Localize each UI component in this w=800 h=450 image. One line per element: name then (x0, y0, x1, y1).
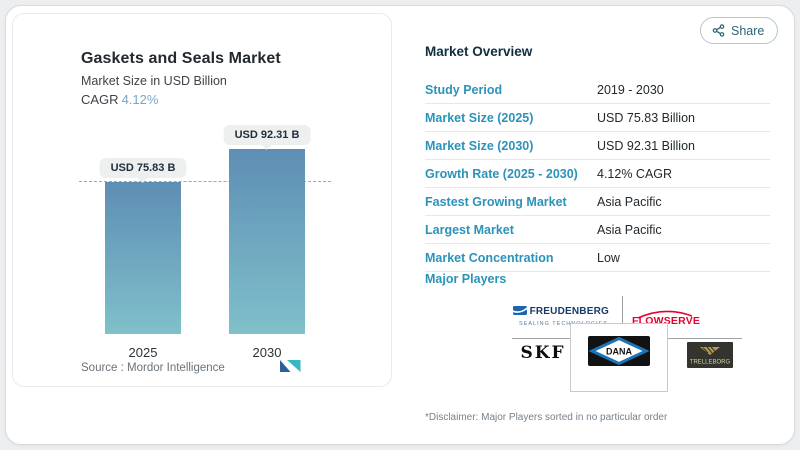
dana-logo-box: DANA (570, 323, 668, 392)
major-players-label: Major Players (425, 272, 507, 286)
table-row: Growth Rate (2025 - 2030) 4.12% CAGR (425, 160, 770, 188)
bar-group-2025: USD 75.83 B 2025 (99, 148, 187, 360)
table-row: Market Size (2025) USD 75.83 Billion (425, 104, 770, 132)
disclaimer-text: *Disclaimer: Major Players sorted in no … (425, 412, 668, 423)
chart-title: Gaskets and Seals Market (81, 50, 281, 67)
bar-chart: USD 75.83 B 2025 USD 92.31 B 2030 (79, 125, 331, 360)
x-axis-label-2030: 2030 (252, 345, 282, 360)
table-row: Study Period 2019 - 2030 (425, 76, 770, 104)
dana-logo: DANA (588, 336, 650, 371)
skf-logo: SKF (520, 343, 566, 363)
players-vertical-divider (622, 296, 623, 338)
svg-text:DANA: DANA (606, 347, 632, 357)
overview-title: Market Overview (425, 44, 533, 59)
trelleborg-logo: TRELLEBORG (682, 342, 738, 368)
table-row: Market Size (2030) USD 92.31 Billion (425, 132, 770, 160)
table-row: Largest Market Asia Pacific (425, 216, 770, 244)
row-value: Asia Pacific (597, 194, 662, 209)
share-icon (712, 24, 725, 37)
chart-subtitle: Market Size in USD Billion (81, 74, 227, 88)
chart-cagr: CAGR 4.12% (81, 92, 158, 107)
row-value: Low (597, 250, 620, 265)
row-value: USD 75.83 Billion (597, 110, 695, 125)
freudenberg-icon (512, 302, 527, 320)
source-row: Source : Mordor Intelligence (81, 357, 303, 379)
cagr-label: CAGR (81, 92, 119, 107)
table-row: Market Concentration Low (425, 244, 770, 272)
cagr-value: 4.12% (121, 92, 159, 107)
row-value: 4.12% CAGR (597, 166, 673, 181)
source-text: Source : Mordor Intelligence (81, 362, 225, 374)
row-value: 2019 - 2030 (597, 82, 664, 97)
share-button[interactable]: Share (700, 17, 779, 44)
bar-value-badge-2025: USD 75.83 B (99, 158, 187, 178)
table-row: Fastest Growing Market Asia Pacific (425, 188, 770, 216)
overview-table: Study Period 2019 - 2030 Market Size (20… (425, 76, 770, 272)
major-players-grid: FREUDENBERG SEALING TECHNOLOGIES FLOWSER… (512, 296, 742, 392)
chart-card: Gaskets and Seals Market Market Size in … (12, 13, 392, 387)
x-axis-label-2025: 2025 (128, 345, 158, 360)
market-overview-panel: Market Overview Study Period 2019 - 2030… (425, 0, 770, 450)
row-label: Market Size (2025) (425, 110, 534, 125)
row-label: Market Size (2030) (425, 138, 534, 153)
bar-2025[interactable] (105, 182, 181, 334)
reference-dashed-line (79, 181, 331, 182)
bar-group-2030: USD 92.31 B 2030 (223, 125, 311, 360)
row-label: Growth Rate (2025 - 2030) (425, 166, 578, 181)
freudenberg-logo: FREUDENBERG SEALING TECHNOLOGIES (512, 302, 609, 327)
row-value: Asia Pacific (597, 222, 662, 237)
flowserve-swoosh (636, 306, 694, 324)
bar-value-badge-2030: USD 92.31 B (223, 125, 311, 145)
share-label: Share (731, 23, 765, 38)
svg-text:TRELLEBORG: TRELLEBORG (690, 360, 731, 366)
bar-2030[interactable] (229, 149, 305, 334)
row-label: Largest Market (425, 222, 514, 237)
row-label: Study Period (425, 82, 503, 97)
row-value: USD 92.31 Billion (597, 138, 695, 153)
row-label: Fastest Growing Market (425, 194, 567, 209)
row-label: Market Concentration (425, 250, 554, 265)
mordor-intelligence-logo (279, 357, 303, 379)
